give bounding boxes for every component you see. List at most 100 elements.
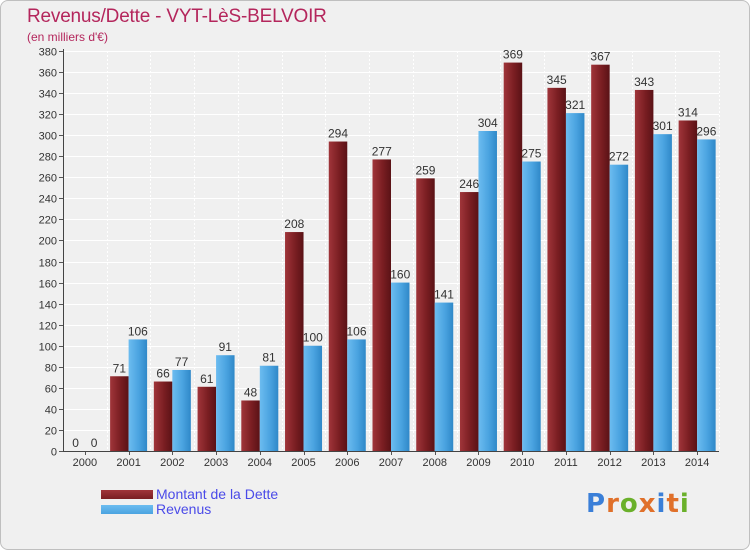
y-tick-label: 320 [39,110,57,122]
label-dette-2001: 71 [113,361,127,375]
bar-revenus-2001 [128,339,148,451]
y-tick-label: 220 [39,215,57,227]
bar-revenus-2014 [697,139,716,451]
bar-dette-2008 [416,178,435,452]
y-tick-label: 20 [45,426,57,438]
bar-revenus-2011 [565,113,585,452]
proxiti-logo: Proxiti [586,489,690,519]
bar-dette-2004 [241,400,260,451]
legend-swatch-revenus [101,505,153,514]
x-tick-label: 2009 [466,457,490,469]
x-tick-label: 2014 [685,457,709,469]
label-revenus-2006: 106 [347,324,367,338]
bar-dette-2010 [503,62,523,451]
legend-label-revenus: Revenus [156,501,212,517]
label-dette-2003: 61 [200,372,214,386]
bar-revenus-2002 [172,369,191,451]
y-tick-label: 0 [51,447,57,459]
legend-label-dette: Montant de la Dette [156,486,279,502]
logo-letter: t [666,489,680,519]
y-tick-label: 380 [39,47,57,59]
x-tick-label: 2008 [422,457,446,469]
bar-revenus-2007 [391,282,410,451]
x-tick-label: 2012 [597,457,621,469]
label-revenus-2009: 304 [478,116,498,130]
y-tick-label: 140 [39,300,57,312]
logo-letter: o [619,489,639,519]
bar-dette-2013 [634,89,654,452]
label-revenus-2000: 0 [91,436,98,450]
y-tick-label: 340 [39,89,57,101]
label-revenus-2013: 301 [653,119,673,133]
label-dette-2005: 208 [284,217,304,231]
bar-dette-2007 [372,159,391,451]
y-tick-label: 240 [39,194,57,206]
bar-revenus-2008 [434,302,454,451]
bar-dette-2001 [110,376,129,451]
x-tick-label: 2006 [335,457,359,469]
y-tick-label: 280 [39,152,57,164]
logo-letter: P [586,489,607,519]
label-dette-2012: 367 [590,50,610,64]
logo-letter: x [638,489,657,519]
label-revenus-2012: 272 [609,150,629,164]
label-dette-2006: 294 [328,127,348,141]
bar-dette-2006 [328,141,348,452]
label-dette-2002: 66 [156,367,170,381]
bar-revenus-2003 [216,355,235,451]
bar-dette-2011 [547,87,566,451]
label-dette-2004: 48 [244,385,258,399]
bar-revenus-2010 [522,161,541,452]
bar-revenus-2009 [478,131,497,451]
y-tick-label: 40 [45,405,57,417]
bar-revenus-2004 [259,365,279,451]
logo-letter: i [679,489,690,519]
label-dette-2007: 277 [372,144,392,158]
bar-dette-2012 [591,64,610,452]
label-dette-2008: 259 [415,163,435,177]
x-tick-label: 2004 [248,457,272,469]
data-labels: 0 0 71 106 66 77 61 91 48 81 208 100 294 106 277 160 259… [72,48,716,450]
label-revenus-2003: 91 [219,340,233,354]
label-dette-2013: 343 [634,75,654,89]
bar-revenus-2013 [653,134,672,451]
y-tick-label: 200 [39,236,57,248]
label-dette-2009: 246 [459,177,479,191]
label-revenus-2008: 141 [434,288,454,302]
x-tick-label: 2005 [291,457,315,469]
bar-revenus-2005 [303,345,323,451]
x-tick-label: 2000 [73,457,97,469]
y-tick-label: 300 [39,131,57,143]
label-revenus-2002: 77 [175,355,189,369]
x-tick-label: 2002 [160,457,184,469]
bar-revenus-2012 [609,164,629,451]
x-tick-label: 2013 [641,457,665,469]
chart-subtitle: (en milliers d'€) [27,30,108,44]
label-revenus-2001: 106 [128,324,148,338]
bar-dette-2003 [197,386,217,451]
y-tick-label: 160 [39,279,57,291]
label-revenus-2014: 296 [696,124,716,138]
label-dette-2000: 0 [72,436,79,450]
y-tick-label: 100 [39,342,57,354]
label-revenus-2010: 275 [521,147,541,161]
bar-dette-2014 [678,120,698,451]
x-tick-label: 2010 [510,457,534,469]
x-tick-label: 2007 [379,457,403,469]
chart-title: Revenus/Dette - VYT-LèS-BELVOIR [27,6,327,27]
label-revenus-2007: 160 [390,268,410,282]
label-revenus-2004: 81 [262,351,276,365]
bar-revenus-2006 [347,339,366,451]
bars [110,62,716,452]
legend-swatch-dette [101,490,153,499]
y-tick-label: 260 [39,173,57,185]
bar-dette-2005 [285,232,304,451]
label-revenus-2005: 100 [303,331,323,345]
axes: 0 20 40 60 80 100 120 140 160 180 200 220 240 260 280 3… [39,47,719,469]
logo-letter: i [656,489,667,519]
x-tick-label: 2001 [116,457,140,469]
y-tick-label: 180 [39,258,57,270]
label-dette-2014: 314 [678,105,698,119]
